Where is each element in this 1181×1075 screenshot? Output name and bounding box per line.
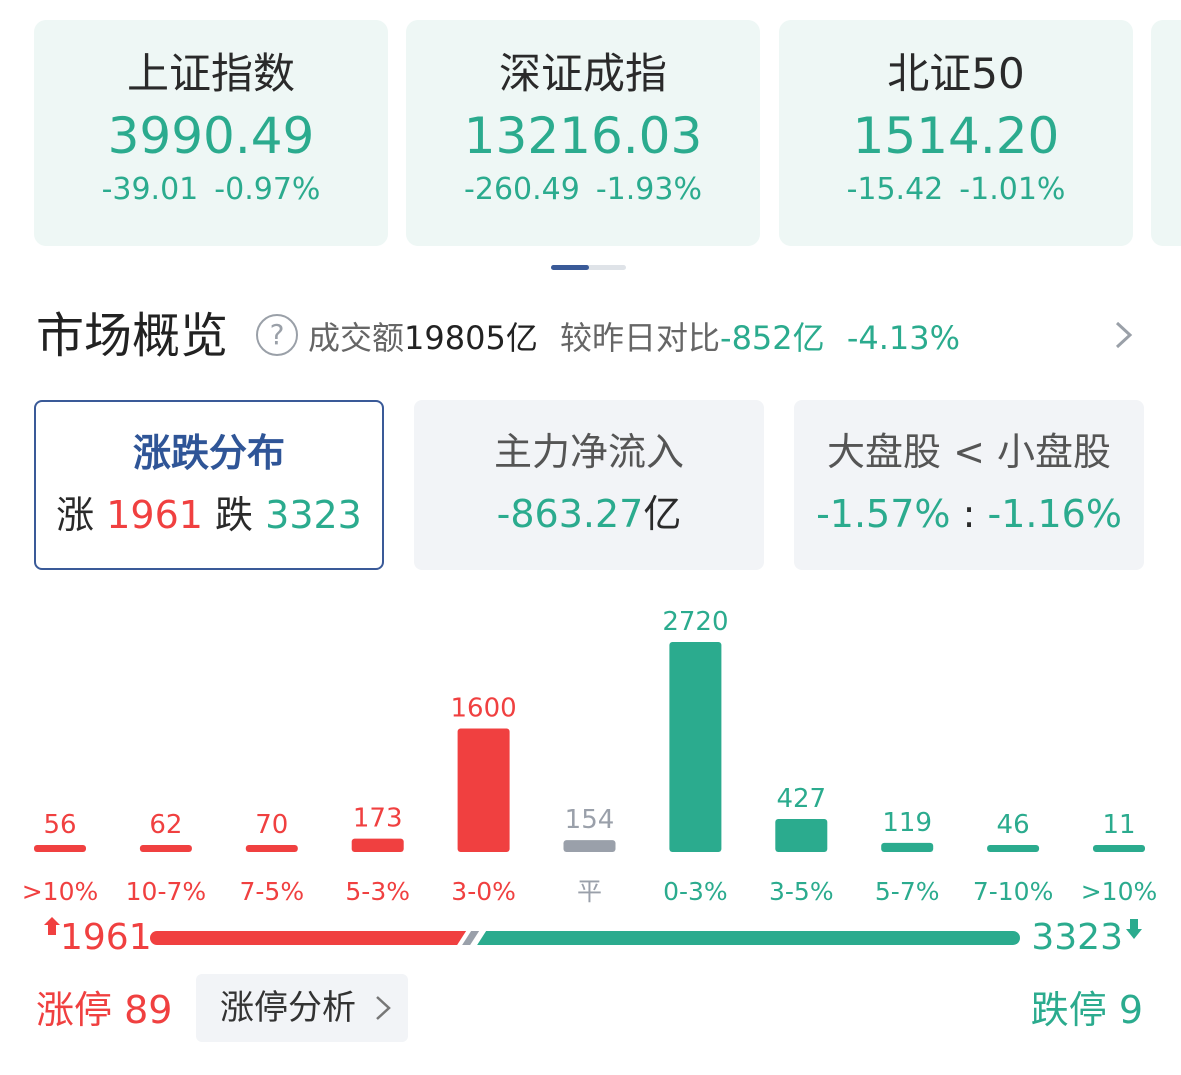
compare-pct: -4.13% bbox=[846, 319, 961, 357]
category-label: 10-7% bbox=[126, 877, 207, 906]
tab-value: -863.27亿 bbox=[414, 492, 764, 536]
bar bbox=[351, 838, 404, 852]
tab-title: 涨跌分布 bbox=[132, 431, 285, 475]
tab-title: 大盘股 < 小盘股 bbox=[827, 430, 1111, 474]
category-label: >10% bbox=[22, 877, 99, 906]
bar-value-label: 11 bbox=[1102, 810, 1135, 840]
turnover-value: 19805亿 bbox=[404, 319, 538, 357]
index-change: -260.49 -1.93% bbox=[406, 172, 760, 208]
index-change-points: -39.01 bbox=[101, 172, 199, 207]
bar-value-label: 2720 bbox=[662, 607, 728, 637]
down-value: 3323 bbox=[265, 493, 362, 537]
large-cap-value: -1.57% bbox=[816, 492, 951, 536]
bar-value-label: 427 bbox=[776, 784, 826, 814]
index-change-pct: -1.93% bbox=[595, 172, 702, 207]
tab-title: 主力净流入 bbox=[493, 430, 684, 474]
index-name: 深证成指 bbox=[498, 49, 667, 98]
index-value: 13216.03 bbox=[463, 107, 703, 165]
limit-down-count: 跌停 9 bbox=[1031, 986, 1143, 1034]
carousel-pager bbox=[551, 265, 626, 270]
category-label: 3-0% bbox=[451, 877, 516, 906]
overview-stats: 成交额19805亿 较昨日对比-852亿 -4.13% bbox=[308, 318, 960, 358]
chevron-right-icon bbox=[376, 996, 391, 1020]
index-change-pct: -0.97% bbox=[214, 172, 321, 207]
compare-value: -852亿 bbox=[720, 319, 825, 357]
arrow-up-icon bbox=[44, 917, 60, 935]
limit-up-value: 89 bbox=[124, 988, 173, 1032]
index-change-points: -15.42 bbox=[846, 172, 944, 207]
bar-value-label: 62 bbox=[149, 810, 182, 840]
chevron-right-icon[interactable] bbox=[1108, 320, 1138, 350]
turnover-label: 成交额 bbox=[308, 319, 405, 357]
down-ratio-segment bbox=[477, 931, 1020, 945]
bar-value-label: 154 bbox=[565, 805, 615, 835]
pager-active-indicator bbox=[551, 265, 589, 270]
tab-distribution[interactable]: 涨跌分布 涨 1961 跌 3323 bbox=[34, 400, 384, 570]
category-label: 5-7% bbox=[875, 877, 940, 906]
bar bbox=[1093, 845, 1145, 852]
down-label: 跌 bbox=[215, 493, 254, 537]
flow-unit: 亿 bbox=[643, 492, 682, 536]
bar bbox=[139, 845, 192, 852]
index-card-next[interactable] bbox=[1151, 20, 1181, 246]
limit-up-label: 涨停 bbox=[36, 988, 113, 1032]
bar-value-label: 173 bbox=[353, 804, 403, 834]
tab-value: 涨 1961 跌 3323 bbox=[36, 493, 382, 537]
analysis-label: 涨停分析 bbox=[220, 988, 356, 1028]
bar bbox=[245, 845, 298, 852]
up-down-ratio-bar bbox=[44, 917, 1142, 945]
index-value: 3990.49 bbox=[107, 107, 315, 165]
up-label: 涨 bbox=[56, 493, 95, 537]
index-card-shenzhen[interactable]: 深证成指 13216.03 -260.49 -1.93% bbox=[406, 20, 760, 246]
bar-value-label: 119 bbox=[882, 808, 932, 838]
bar bbox=[457, 728, 510, 852]
category-label: 5-3% bbox=[345, 877, 410, 906]
index-card-beizheng[interactable]: 北证50 1514.20 -15.42 -1.01% bbox=[779, 20, 1133, 246]
tab-main-flow[interactable]: 主力净流入 -863.27亿 bbox=[414, 400, 764, 570]
category-label: 0-3% bbox=[663, 877, 728, 906]
index-change-pct: -1.01% bbox=[959, 172, 1066, 207]
limit-up-count: 涨停 89 bbox=[36, 986, 172, 1034]
tab-cap-compare[interactable]: 大盘股 < 小盘股 -1.57% : -1.16% bbox=[794, 400, 1144, 570]
bar bbox=[987, 845, 1040, 852]
down-total: 3323 bbox=[1031, 917, 1123, 958]
index-name: 北证50 bbox=[887, 49, 1025, 98]
bar bbox=[775, 819, 828, 852]
bar-value-label: 1600 bbox=[451, 693, 517, 723]
flow-value: -863.27 bbox=[496, 492, 644, 536]
category-label: >10% bbox=[1081, 877, 1158, 906]
bar bbox=[669, 642, 722, 852]
category-label: 平 bbox=[577, 877, 602, 906]
small-cap-value: -1.16% bbox=[987, 492, 1122, 536]
bar bbox=[881, 842, 934, 852]
limit-down-label: 跌停 bbox=[1030, 988, 1107, 1032]
index-change: -39.01 -0.97% bbox=[34, 172, 388, 208]
up-ratio-segment bbox=[150, 931, 467, 945]
category-label: 7-5% bbox=[240, 877, 305, 906]
index-name: 上证指数 bbox=[126, 49, 295, 98]
index-value: 1514.20 bbox=[852, 107, 1060, 165]
bar bbox=[34, 845, 86, 852]
section-title: 市场概览 bbox=[36, 308, 229, 364]
help-icon[interactable]: ? bbox=[256, 314, 298, 356]
cap-separator: : bbox=[962, 492, 976, 536]
flat-ratio-segment bbox=[462, 931, 480, 945]
index-change: -15.42 -1.01% bbox=[779, 172, 1133, 208]
category-label: 3-5% bbox=[769, 877, 834, 906]
limit-up-analysis-button[interactable]: 涨停分析 bbox=[196, 974, 408, 1042]
category-label: 7-10% bbox=[973, 877, 1054, 906]
up-total: 1961 bbox=[60, 917, 152, 958]
bar-value-label: 46 bbox=[997, 810, 1030, 840]
limit-down-value: 9 bbox=[1118, 988, 1143, 1032]
up-value: 1961 bbox=[106, 493, 203, 537]
arrow-down-icon bbox=[1126, 919, 1142, 939]
index-change-points: -260.49 bbox=[464, 172, 580, 207]
bar bbox=[563, 840, 616, 852]
tab-value: -1.57% : -1.16% bbox=[794, 492, 1144, 536]
index-card-shanghai[interactable]: 上证指数 3990.49 -39.01 -0.97% bbox=[34, 20, 388, 246]
bar-value-label: 56 bbox=[43, 810, 76, 840]
bar-value-label: 70 bbox=[255, 810, 288, 840]
compare-label: 较昨日对比 bbox=[560, 319, 721, 357]
distribution-chart: 56 >10% 62 10-7% 70 7-5% 173 5-3% 1600 3-0% 154 平 27… bbox=[22, 607, 1158, 906]
